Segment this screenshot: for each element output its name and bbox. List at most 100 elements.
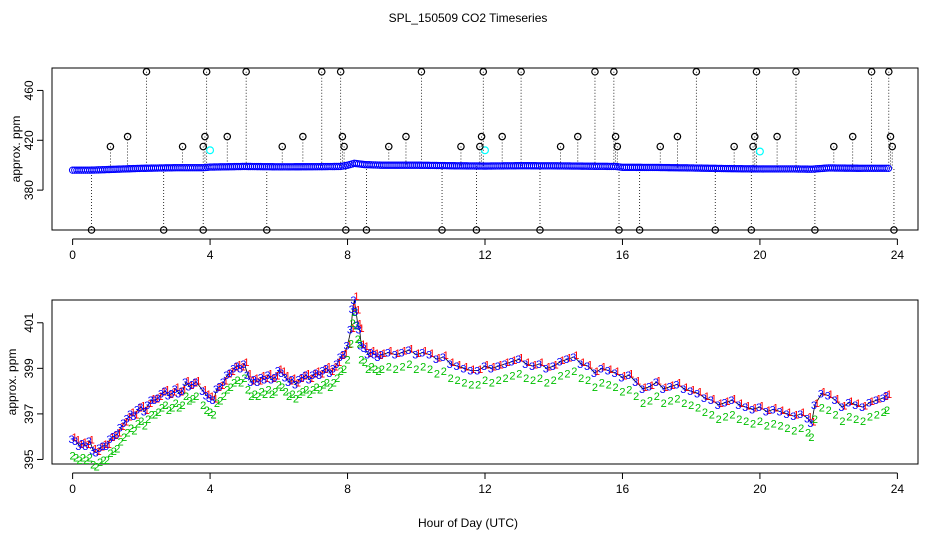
series-2-point: 2	[599, 377, 605, 389]
top-panel: 0 4 8 12 16 20 24 380 420 460 approx. ppm	[9, 67, 919, 262]
series-1-point: 1	[281, 366, 287, 378]
outlier-point	[747, 226, 756, 234]
bottom-y-axis-label: approx. ppm	[5, 349, 19, 416]
series-3-point: 3	[240, 359, 246, 371]
series-1-point: 1	[154, 394, 160, 406]
bottom-panel: 1111111111111111111111111111111111111111…	[5, 291, 919, 496]
bottom-x-tick-label: 12	[478, 482, 492, 496]
series-2-point: 2	[482, 375, 488, 387]
series-1-point: 1	[814, 398, 820, 410]
series-1-point: 1	[326, 362, 332, 374]
series-3-point: 3	[790, 411, 796, 423]
series-1-point: 1	[123, 416, 129, 428]
series-2-point: 2	[771, 418, 777, 430]
series-2-point: 2	[674, 393, 680, 405]
outlier-point	[299, 132, 307, 141]
bottom-y-tick-label: 395	[22, 449, 36, 469]
series-3-point: 3	[330, 363, 336, 375]
series-2-point: 2	[94, 462, 100, 474]
series-2-point: 2	[722, 412, 728, 424]
series-2-point: 2	[228, 382, 234, 394]
series-1-point: 1	[291, 373, 297, 385]
series-1-point: 1	[364, 341, 370, 353]
series-1-point: 1	[120, 421, 126, 433]
series-3-point: 3	[357, 341, 363, 353]
series-1-point: 1	[243, 357, 249, 369]
series-1-point: 1	[271, 373, 277, 385]
series-2-point: 2	[355, 334, 361, 346]
series-2-point: 2	[217, 396, 223, 408]
series-3-point: 3	[199, 386, 205, 398]
bottom-y-axis: 395 397 399 401	[22, 312, 44, 469]
series-3-point: 3	[811, 400, 817, 412]
series-2-point: 2	[173, 398, 179, 410]
series-3-point: 3	[302, 370, 308, 382]
series-2-point: 2	[125, 428, 131, 440]
outlier-point	[635, 226, 644, 234]
series-1-point: 1	[216, 382, 222, 394]
series-2-point: 2	[578, 373, 584, 385]
series-3-point: 3	[313, 368, 319, 380]
series-3-point: 3	[371, 350, 377, 362]
series-1-point: 1	[209, 391, 215, 403]
series-2-point: 2	[186, 396, 192, 408]
outlier-point	[656, 142, 665, 151]
series-2-point: 2	[166, 405, 172, 417]
series-1-point: 1	[113, 430, 119, 442]
top-x-tick-label: 0	[69, 248, 76, 262]
series-1-point: 1	[642, 382, 648, 394]
series-1-point: 1	[185, 375, 191, 387]
series-3-point: 3	[515, 354, 521, 366]
outlier-point	[792, 67, 800, 76]
series-3-point: 3	[309, 370, 315, 382]
series-2-point: 2	[76, 455, 82, 467]
bottom-x-axis: 0 4 8 12 16 20 24	[69, 472, 904, 496]
series-3-point: 3	[577, 359, 583, 371]
outlier-point	[87, 226, 96, 234]
baseline-point	[880, 164, 888, 173]
series-1-point: 1	[498, 359, 504, 371]
series-1-point: 1	[274, 371, 280, 383]
series-3-point: 3	[440, 352, 446, 364]
series-1-point: 1	[828, 389, 834, 401]
series-1-point: 1	[316, 366, 322, 378]
series-1-point: 1	[85, 439, 91, 451]
series-2-point: 2	[210, 409, 216, 421]
series-3-point: 3	[701, 393, 707, 405]
series-2-point: 2	[241, 373, 247, 385]
series-1-point: 1	[109, 432, 115, 444]
series-3-point: 3	[154, 393, 160, 405]
series-2-point: 2	[310, 384, 316, 396]
series-3-point: 3	[474, 366, 480, 378]
series-1-point: 1	[793, 409, 799, 421]
series-1-point: 1	[346, 339, 352, 351]
series-2-point: 2	[798, 423, 804, 435]
outlier-point	[342, 226, 350, 234]
series-3-point: 3	[158, 388, 164, 400]
series-3-point: 3	[825, 391, 831, 403]
series-1-point: 1	[202, 384, 208, 396]
series-1-point: 1	[532, 359, 538, 371]
series-3-point: 3	[618, 372, 624, 384]
baseline-point	[611, 162, 620, 171]
series-2-point: 2	[169, 403, 175, 415]
series-2-point: 2	[413, 364, 419, 376]
series-1-point: 1	[371, 346, 377, 358]
series-2-point: 2	[327, 382, 333, 394]
series-2-point: 2	[289, 389, 295, 401]
series-3-point: 3	[543, 363, 549, 375]
outlier-point	[384, 142, 393, 151]
series-1-point: 1	[628, 368, 634, 380]
series-line	[72, 299, 888, 454]
series-3-point: 3	[120, 418, 126, 430]
series-2-point: 2	[357, 339, 363, 351]
outlier-point	[888, 142, 897, 151]
series-3-point: 3	[299, 372, 305, 384]
outlier-point	[201, 132, 209, 141]
series-3-point: 3	[584, 361, 590, 373]
series-3-point: 3	[113, 429, 119, 441]
series-1-point: 1	[731, 394, 737, 406]
series-2-point: 2	[87, 453, 93, 465]
series-3-point: 3	[883, 391, 889, 403]
